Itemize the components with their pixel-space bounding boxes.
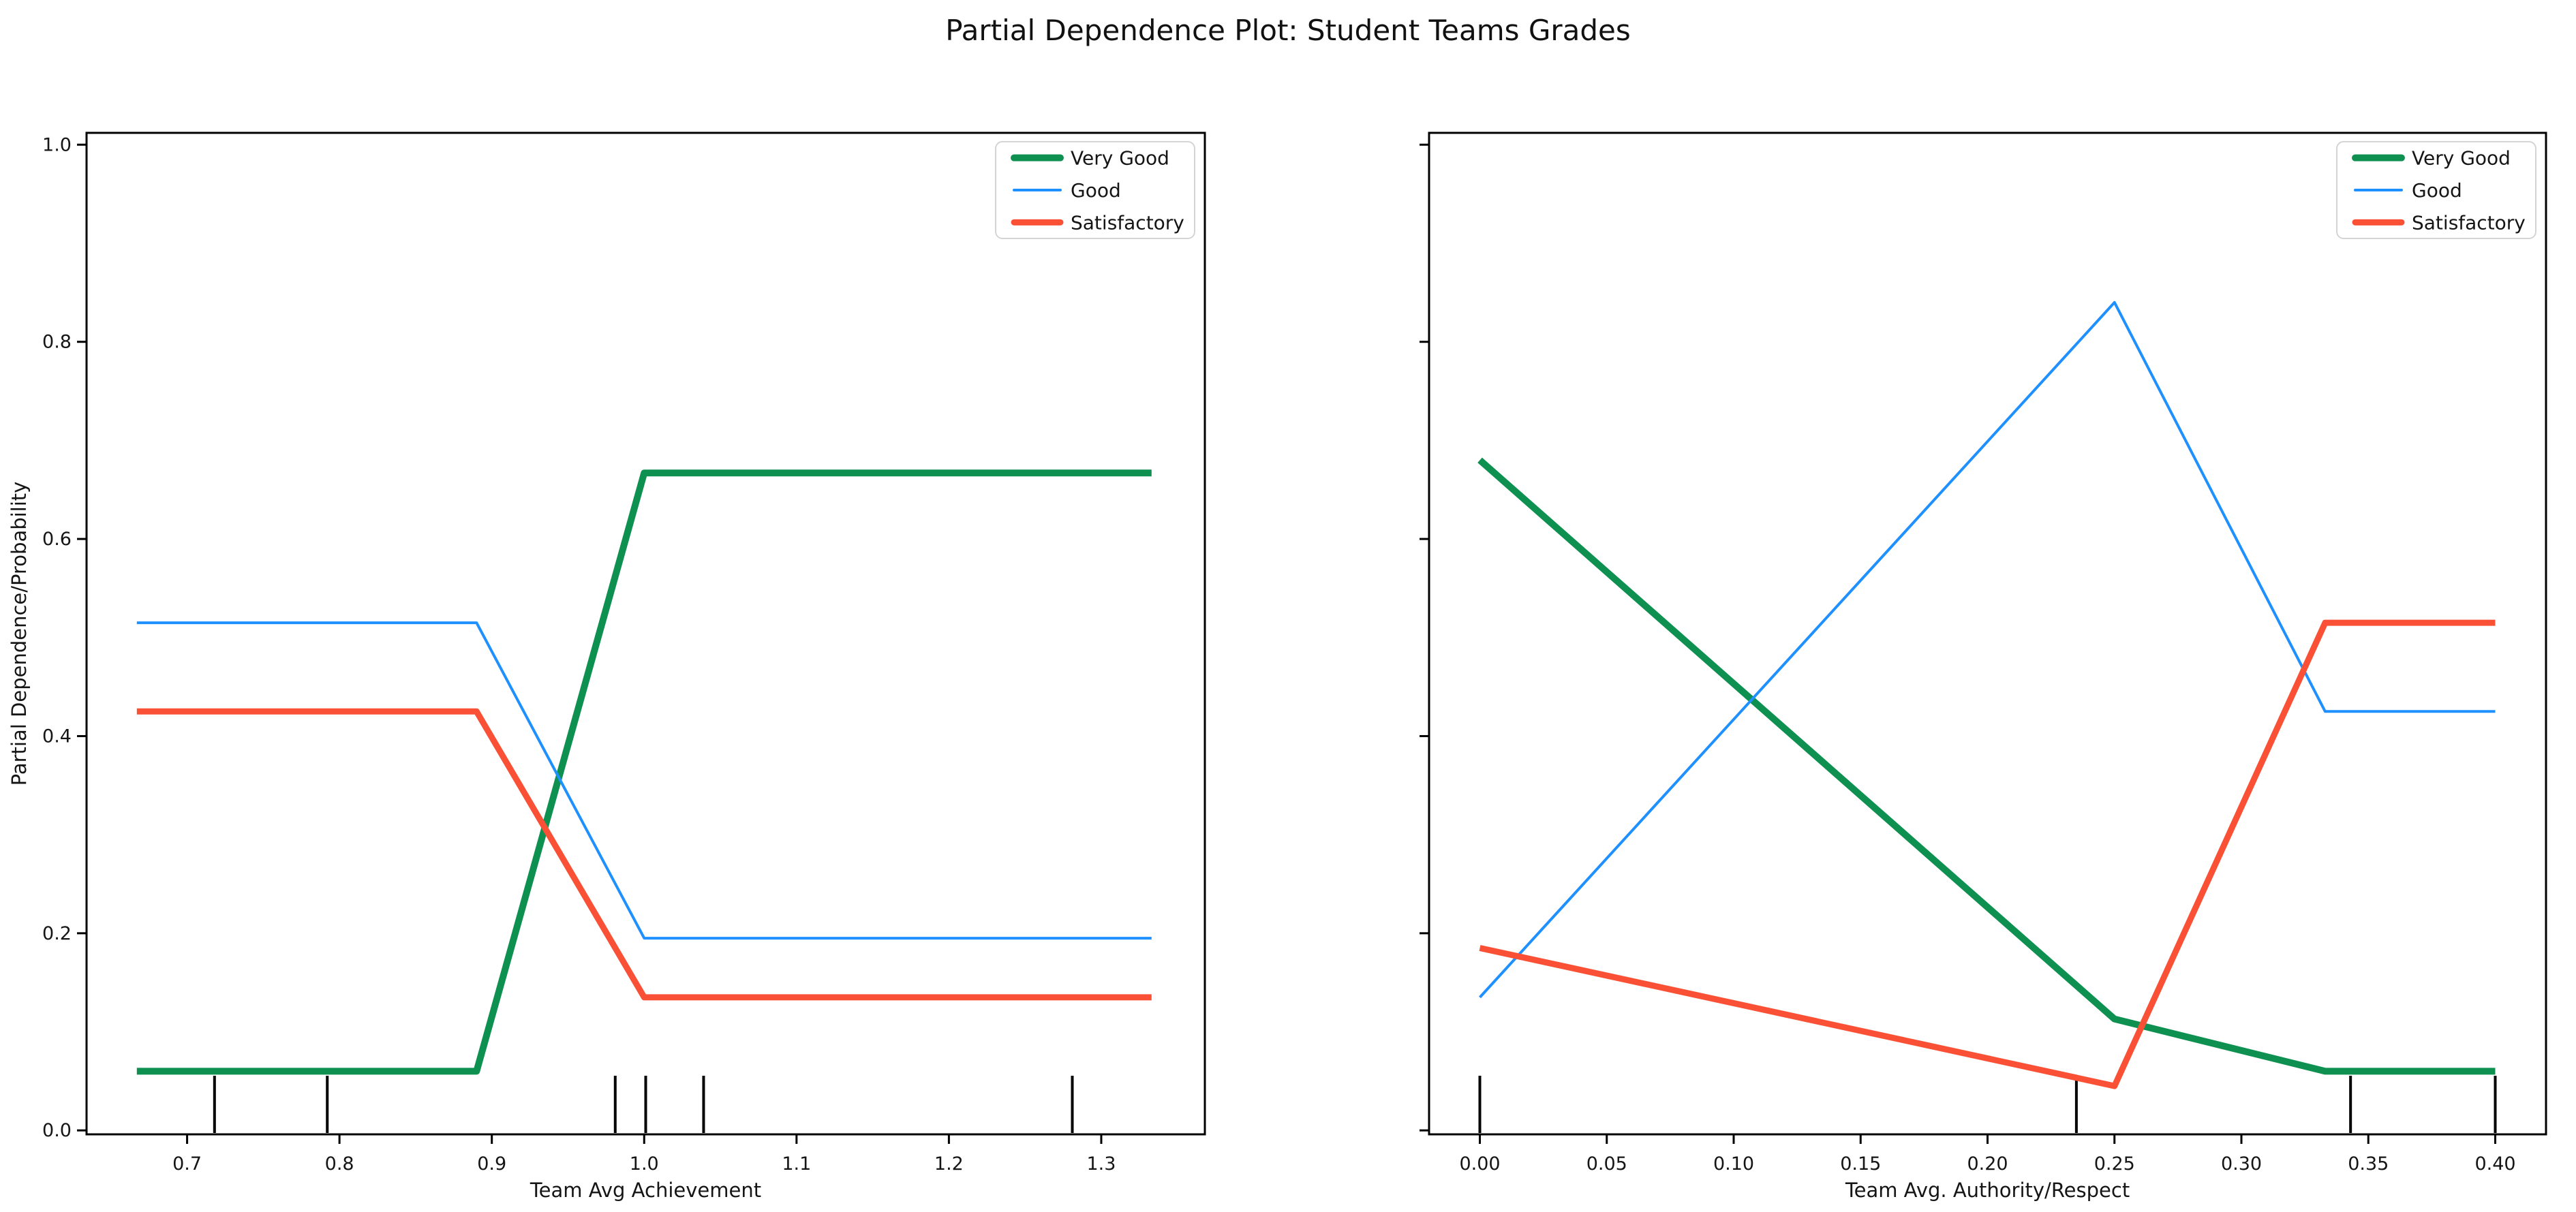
legend-label: Satisfactory <box>1071 211 1184 234</box>
x-tick-label: 0.7 <box>172 1153 202 1175</box>
figure-title: Partial Dependence Plot: Student Teams G… <box>945 14 1631 47</box>
legend-box <box>995 141 1195 239</box>
x-tick-label: 0.05 <box>1586 1153 1627 1175</box>
x-tick-label: 0.35 <box>2348 1153 2389 1175</box>
series-line-very-good <box>1477 457 2496 1075</box>
x-tick-label: 0.25 <box>2094 1153 2135 1175</box>
rug-marks <box>213 1076 1074 1133</box>
x-tick-label: 1.1 <box>782 1153 811 1175</box>
legend: Very Good Good Satisfactory <box>2336 141 2536 239</box>
legend-box <box>2336 141 2536 239</box>
legend-label: Good <box>1071 179 1121 202</box>
x-tick-label: 0.20 <box>1967 1153 2008 1175</box>
series-line-good <box>136 621 1152 940</box>
axes-frame <box>85 131 1206 1136</box>
y-axis <box>1420 143 1429 1132</box>
y-axis-label: Partial Dependence/Probability <box>7 482 31 786</box>
legend-label: Satisfactory <box>2412 211 2526 234</box>
legend-label: Very Good <box>2412 147 2511 170</box>
x-axis-label: Team Avg Achievement <box>530 1179 761 1202</box>
x-tick-label: 0.00 <box>1459 1153 1500 1175</box>
legend: Very Good Good Satisfactory <box>995 141 1195 239</box>
x-tick-label: 1.0 <box>630 1153 659 1175</box>
series-line-satisfactory <box>1479 619 2496 1089</box>
x-tick-label: 0.10 <box>1713 1153 1754 1175</box>
y-axis: 0.0 0.2 0.4 0.6 0.8 1.0 <box>42 134 87 1141</box>
y-tick-label: 0.8 <box>42 332 72 353</box>
subplot-1: 0.7 0.8 0.9 1.0 1.1 1.2 1.3 0.0 0.2 0.4 0.6 0.8 1.0 T… <box>7 131 1206 1202</box>
y-tick-label: 0.4 <box>42 726 72 747</box>
x-tick-label: 0.15 <box>1840 1153 1881 1175</box>
y-tick-label: 0.0 <box>42 1120 72 1141</box>
x-tick-label: 1.3 <box>1086 1153 1116 1175</box>
legend-label: Good <box>2412 179 2462 202</box>
x-tick-label: 1.2 <box>934 1153 964 1175</box>
axes-frame <box>1428 131 2547 1136</box>
x-axis: 0.00 0.05 0.10 0.15 0.20 0.25 0.30 0.35 0.40 <box>1459 1134 2516 1175</box>
x-tick-label: 0.9 <box>477 1153 506 1175</box>
y-tick-label: 1.0 <box>42 134 72 155</box>
x-tick-label: 0.8 <box>325 1153 354 1175</box>
y-tick-label: 0.6 <box>42 529 72 550</box>
series-line-satisfactory <box>136 708 1152 1001</box>
x-tick-label: 0.40 <box>2474 1153 2515 1175</box>
legend-label: Very Good <box>1071 147 1169 170</box>
x-tick-label: 0.30 <box>2221 1153 2262 1175</box>
series-line-very-good <box>136 469 1152 1075</box>
x-axis-label: Team Avg. Authority/Respect <box>1845 1179 2130 1202</box>
x-axis: 0.7 0.8 0.9 1.0 1.1 1.2 1.3 <box>172 1134 1116 1175</box>
series-line-good <box>1479 300 2496 999</box>
rug-marks <box>1478 1076 2497 1133</box>
subplot-2: 0.00 0.05 0.10 0.15 0.20 0.25 0.30 0.35 0.40 Team… <box>1420 131 2547 1202</box>
y-tick-label: 0.2 <box>42 923 72 944</box>
